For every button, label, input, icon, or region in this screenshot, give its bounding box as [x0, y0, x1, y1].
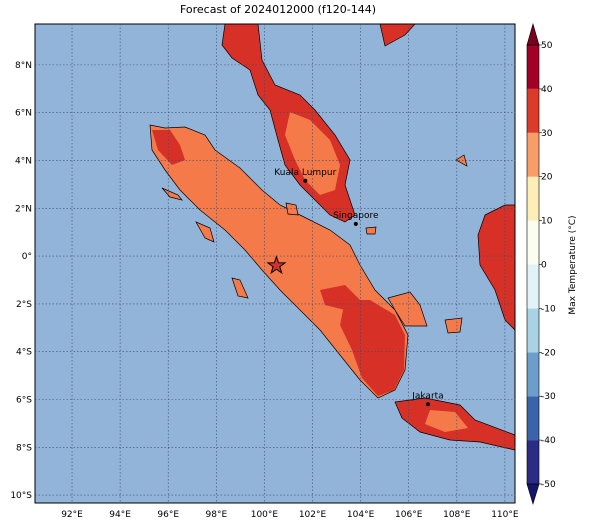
colorbar-tick-label: -20 [541, 348, 556, 358]
colorbar-bin [527, 396, 539, 441]
city-dot [303, 178, 308, 183]
lon-tick-label: 102°E [299, 510, 327, 520]
lat-tick-label: 6°S [16, 396, 32, 406]
lon-tick-label: 98°E [206, 510, 228, 520]
city-dot [353, 221, 358, 226]
lat-tick-label: 8°N [15, 61, 32, 71]
city-label: Jakarta [411, 391, 443, 401]
location-star [266, 255, 287, 275]
lat-tick-label: 10°S [10, 491, 32, 501]
colorbar-tick-label: 0 [541, 261, 547, 271]
lat-tick-label: 2°N [15, 204, 32, 214]
colorbar-bin [527, 220, 539, 265]
colorbar-tick-label: -40 [541, 436, 556, 446]
map-frame [34, 23, 516, 504]
colorbar-tick-label: -50 [541, 480, 556, 490]
lon-tick-label: 108°E [443, 510, 471, 520]
colorbar-bin [527, 308, 539, 353]
colorbar-tick-label: -30 [541, 392, 556, 402]
lon-tick-label: 110°E [491, 510, 519, 520]
lat-tick-label: 4°S [16, 348, 32, 358]
colorbar-tick-label: 50 [541, 41, 553, 51]
lat-tick-label: 4°N [15, 156, 32, 166]
lat-tick-label: 6°N [15, 109, 32, 119]
city-label: Singapore [333, 211, 379, 221]
city-dot [425, 402, 430, 407]
lat-tick-label: 0° [22, 252, 32, 262]
colorbar-under [526, 483, 540, 506]
colorbar-tick-label: 20 [541, 173, 553, 183]
colorbar-tick-label: 40 [541, 85, 553, 95]
lon-tick-label: 106°E [395, 510, 423, 520]
colorbar-bin [527, 264, 539, 309]
colorbar-bin [527, 88, 539, 133]
colorbar-tick-label: 30 [541, 129, 553, 139]
colorbar-bin [527, 45, 539, 89]
colorbar-label: Max Temperature (°C) [568, 215, 578, 314]
colorbar-bin [527, 352, 539, 397]
lat-tick-label: 2°S [16, 300, 32, 310]
lon-tick-label: 94°E [109, 510, 131, 520]
colorbar-bin [527, 440, 539, 484]
colorbar-bin [527, 132, 539, 177]
colorbar-over [526, 22, 540, 46]
colorbar-tick-label: -10 [541, 304, 556, 314]
lon-tick-label: 96°E [157, 510, 179, 520]
colorbar-tick-label: 10 [541, 217, 553, 227]
lon-tick-label: 104°E [347, 510, 375, 520]
lat-tick-label: 8°S [16, 443, 32, 453]
title: Forecast of 2024012000 (f120-144) [180, 3, 376, 16]
colorbar-bin [527, 176, 539, 221]
lon-tick-label: 100°E [251, 510, 279, 520]
city-label: Kuala Lumpur [274, 168, 336, 178]
lon-tick-label: 92°E [61, 510, 83, 520]
